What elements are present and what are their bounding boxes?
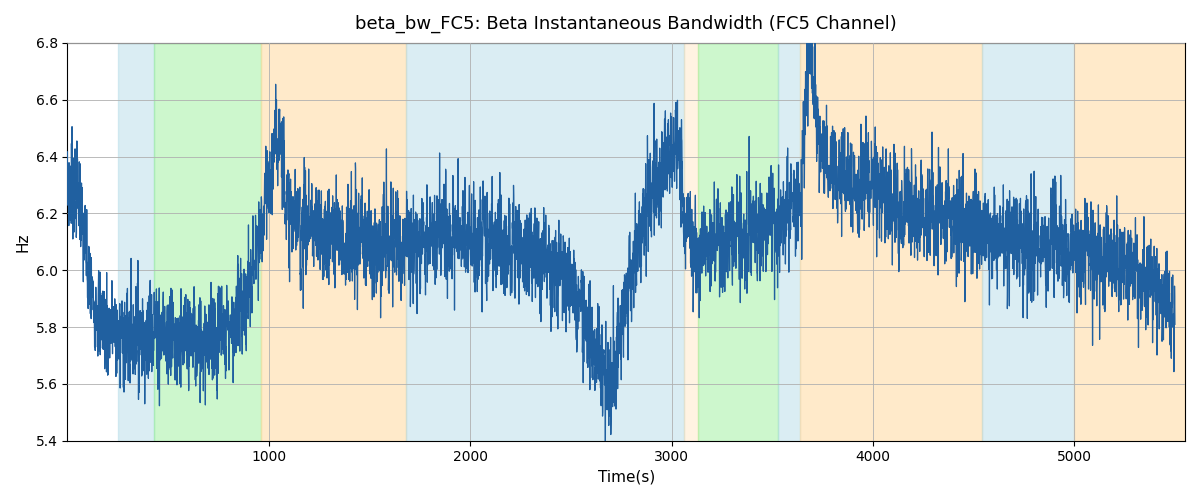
Y-axis label: Hz: Hz xyxy=(16,232,30,252)
Bar xyxy=(779,43,800,440)
Bar xyxy=(154,43,260,440)
Bar xyxy=(982,43,1074,440)
Bar xyxy=(118,43,154,440)
Bar xyxy=(1074,43,1186,440)
Title: beta_bw_FC5: Beta Instantaneous Bandwidth (FC5 Channel): beta_bw_FC5: Beta Instantaneous Bandwidt… xyxy=(355,15,898,34)
Bar xyxy=(800,43,982,440)
Bar xyxy=(260,43,406,440)
Bar xyxy=(697,43,779,440)
X-axis label: Time(s): Time(s) xyxy=(598,470,655,485)
Bar xyxy=(406,43,684,440)
Bar xyxy=(684,43,697,440)
